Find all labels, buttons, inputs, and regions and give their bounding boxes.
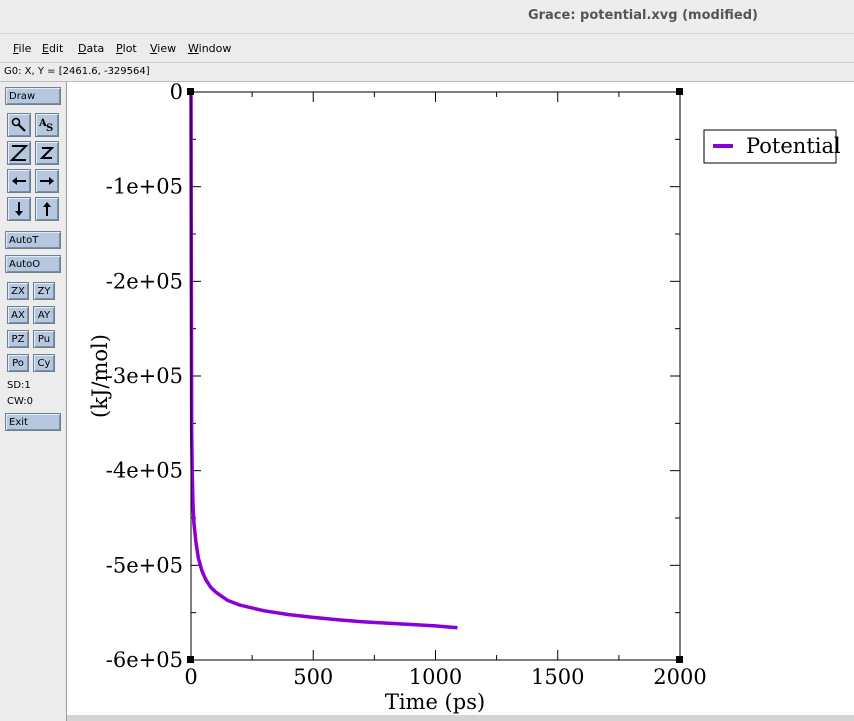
y-tick-label: -4e+05 [106, 459, 183, 483]
po-button[interactable]: Po [7, 354, 29, 372]
x-tick-label: 1000 [409, 665, 462, 689]
set-display-label: SD:1 [7, 380, 31, 391]
horizontal-scrollbar[interactable] [67, 715, 854, 721]
pz-button[interactable]: PZ [7, 330, 29, 348]
x-tick-label: 1500 [531, 665, 584, 689]
zy-button[interactable]: ZY [33, 282, 55, 300]
menu-plot[interactable]: Plot [116, 42, 137, 55]
zoom-small-z-icon[interactable] [35, 141, 59, 165]
x-tick-label: 500 [293, 665, 333, 689]
selection-handle-top-right[interactable] [676, 88, 683, 95]
chart-svg: 0 500 1000 1500 2000 0 -1e+05 -2e+05 -3e+05 -4e+0… [88, 80, 841, 714]
menu-data[interactable]: Data [78, 42, 105, 55]
menu-file[interactable]: File [13, 42, 32, 55]
up-arrow-icon[interactable] [35, 197, 59, 221]
left-arrow-icon[interactable] [7, 169, 31, 193]
down-arrow-icon[interactable] [7, 197, 31, 221]
selection-handle-bottom-right[interactable] [676, 656, 683, 663]
menu-view[interactable]: View [150, 42, 177, 55]
ay-button[interactable]: AY [33, 306, 55, 324]
locator-readout: G0: X, Y = [2461.6, -329564] [4, 66, 150, 77]
window-title: Grace: potential.xvg (modified) [527, 8, 758, 23]
autoo-button[interactable]: AutoO [5, 255, 61, 273]
zoom-icon[interactable] [7, 113, 31, 137]
x-tick-label: 0 [184, 665, 197, 689]
pu-button[interactable]: Pu [33, 330, 55, 348]
x-tick-label: 2000 [653, 665, 706, 689]
selection-handle-bottom-left[interactable] [187, 656, 194, 663]
zoom-z-icon[interactable] [7, 141, 31, 165]
y-axis-label: (kJ/mol) [88, 334, 112, 418]
autot-button[interactable]: AutoT [5, 231, 61, 249]
draw-button[interactable]: Draw [5, 87, 61, 105]
legend: Potential [703, 129, 841, 164]
menu-bar: File Edit Data Plot View Window [0, 34, 854, 63]
legend-label: Potential [746, 134, 841, 158]
exit-button[interactable]: Exit [5, 413, 61, 431]
y-tick-label: -5e+05 [106, 553, 183, 577]
legend-box [703, 129, 837, 164]
selection-handle-top-left[interactable] [187, 88, 194, 95]
plot-canvas[interactable]: 0 500 1000 1500 2000 0 -1e+05 -2e+05 -3e+05 -4e+0… [67, 80, 854, 715]
locator-bar: G0: X, Y = [2461.6, -329564] [0, 63, 854, 82]
title-bar: Grace: potential.xvg (modified) [0, 0, 854, 34]
y-tick-label: -6e+05 [106, 648, 183, 672]
menu-edit[interactable]: Edit [42, 42, 64, 55]
y-tick-label: -3e+05 [106, 364, 183, 388]
series-line-potential [189, 93, 458, 630]
svg-text:S: S [46, 123, 53, 133]
right-arrow-icon[interactable] [35, 169, 59, 193]
y-tick-label: -2e+05 [106, 269, 183, 293]
zx-button[interactable]: ZX [7, 282, 29, 300]
menu-window[interactable]: Window [188, 42, 232, 55]
cy-button[interactable]: Cy [33, 354, 55, 372]
current-world-label: CW:0 [7, 396, 34, 407]
ax-button[interactable]: AX [7, 306, 29, 324]
plot-frame [190, 91, 681, 661]
x-axis-label: Time (ps) [385, 690, 485, 714]
y-tick-label: -1e+05 [106, 175, 183, 199]
svg-text:A: A [38, 118, 47, 129]
y-tick-label: 0 [170, 82, 183, 104]
